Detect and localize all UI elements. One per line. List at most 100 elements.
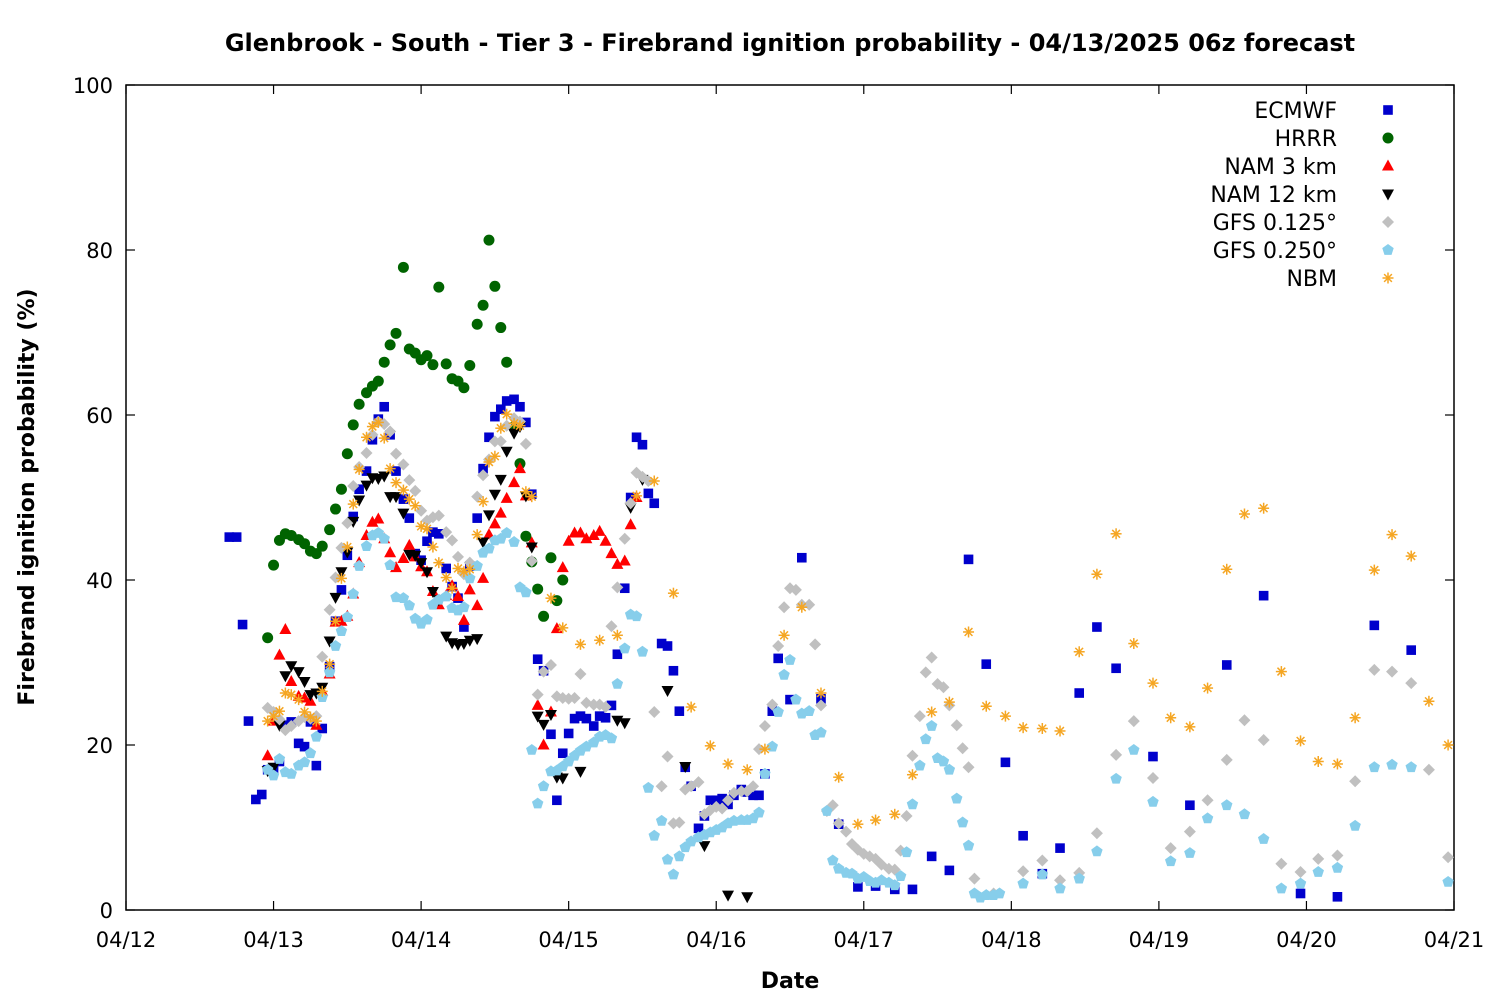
data-point xyxy=(440,631,453,643)
data-point xyxy=(446,534,459,547)
chart-title: Glenbrook - South - Tier 3 - Firebrand i… xyxy=(225,29,1355,57)
data-point xyxy=(741,764,753,776)
data-point xyxy=(1201,812,1214,824)
data-point xyxy=(1332,892,1343,902)
data-point xyxy=(1275,666,1287,678)
data-point xyxy=(580,532,593,544)
data-point xyxy=(495,404,506,415)
data-point xyxy=(1054,725,1066,737)
data-point xyxy=(285,674,298,686)
data-point xyxy=(926,706,938,718)
data-points xyxy=(224,234,1455,904)
data-point xyxy=(631,490,643,502)
plot-frame xyxy=(125,84,1455,911)
data-point xyxy=(378,432,390,444)
data-point xyxy=(1368,761,1381,773)
data-point xyxy=(1295,888,1306,899)
data-point xyxy=(299,741,310,752)
data-point xyxy=(1386,758,1398,770)
data-point xyxy=(1294,866,1307,879)
data-point xyxy=(1147,677,1159,689)
data-point xyxy=(433,281,445,293)
data-point xyxy=(648,706,661,718)
data-point xyxy=(426,587,439,599)
data-point xyxy=(525,542,538,554)
data-point xyxy=(1221,799,1233,811)
data-point xyxy=(574,526,587,538)
data-point xyxy=(827,854,839,866)
data-point xyxy=(311,760,322,771)
data-point xyxy=(1422,763,1435,776)
data-point xyxy=(515,401,525,412)
data-point xyxy=(316,685,328,697)
data-point xyxy=(557,748,568,759)
y-tick-label: 0 xyxy=(100,899,113,923)
data-point xyxy=(366,515,379,527)
data-point xyxy=(759,767,771,779)
data-point xyxy=(1238,508,1250,520)
data-point xyxy=(317,723,328,734)
data-point xyxy=(378,532,390,544)
data-point xyxy=(446,582,458,594)
data-point xyxy=(1369,620,1380,631)
data-point xyxy=(251,794,261,805)
data-point xyxy=(361,466,372,476)
data-point xyxy=(440,590,452,602)
data-point xyxy=(397,592,410,603)
data-point xyxy=(581,713,592,724)
data-point xyxy=(1238,808,1251,820)
data-point xyxy=(267,769,280,781)
data-point xyxy=(906,769,918,781)
data-point xyxy=(360,446,373,459)
data-point xyxy=(790,693,802,705)
data-point xyxy=(587,528,600,540)
data-point xyxy=(316,650,329,663)
data-point xyxy=(968,872,981,885)
data-point xyxy=(926,851,937,862)
data-point xyxy=(789,583,802,596)
data-point xyxy=(648,475,660,487)
data-point xyxy=(494,506,507,518)
data-point xyxy=(526,743,538,755)
data-point xyxy=(704,740,716,752)
data-point xyxy=(1185,800,1195,811)
data-point xyxy=(599,534,612,546)
data-point xyxy=(520,530,532,542)
series-gfs-0-250- xyxy=(261,526,1454,903)
data-point xyxy=(785,694,795,705)
data-point xyxy=(304,711,316,723)
data-point xyxy=(556,561,569,573)
data-point xyxy=(907,884,918,895)
data-point xyxy=(494,435,507,448)
data-point xyxy=(557,622,569,634)
data-point xyxy=(489,280,501,292)
data-point xyxy=(1110,748,1123,761)
data-point xyxy=(753,806,765,818)
data-point xyxy=(1258,502,1270,514)
data-point xyxy=(273,648,286,660)
data-point xyxy=(956,742,969,755)
data-point xyxy=(501,408,513,420)
data-point xyxy=(956,816,969,828)
y-tick-label: 100 xyxy=(73,74,113,98)
data-point xyxy=(495,422,507,434)
data-point xyxy=(489,450,501,462)
data-point xyxy=(937,681,950,694)
data-point xyxy=(612,649,623,660)
data-point xyxy=(594,711,605,721)
data-point xyxy=(914,759,926,771)
data-point xyxy=(495,322,507,334)
data-point xyxy=(1386,529,1398,541)
data-point xyxy=(403,474,416,487)
data-point xyxy=(483,542,495,554)
data-point xyxy=(722,758,734,770)
data-point xyxy=(574,766,587,778)
data-point xyxy=(427,359,439,371)
data-point xyxy=(330,615,342,627)
data-point xyxy=(397,458,410,471)
data-point xyxy=(372,375,384,387)
data-point xyxy=(773,653,783,664)
data-point xyxy=(618,718,631,730)
data-point xyxy=(1442,739,1454,751)
data-point xyxy=(335,567,348,579)
